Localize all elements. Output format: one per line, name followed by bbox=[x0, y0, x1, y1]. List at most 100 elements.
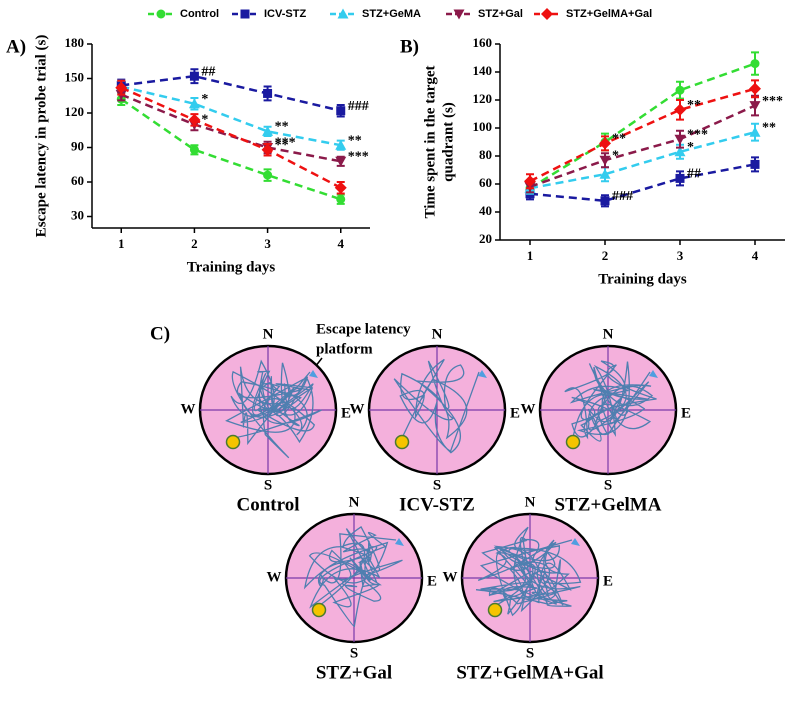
series-line bbox=[529, 87, 756, 183]
y-tick-label: 60 bbox=[479, 175, 492, 190]
compass-e: E bbox=[681, 405, 691, 421]
y-tick-label: 120 bbox=[473, 91, 493, 106]
marker bbox=[263, 170, 273, 180]
marker bbox=[524, 175, 536, 188]
y-axis-label: quadrant (s) bbox=[440, 102, 456, 182]
significance-label: ** bbox=[275, 120, 289, 135]
significance-label: ** bbox=[762, 120, 776, 135]
significance-label: *** bbox=[348, 150, 369, 165]
y-tick-label: 80 bbox=[479, 147, 492, 162]
marker bbox=[599, 168, 611, 179]
swim-path bbox=[393, 358, 480, 454]
compass-e: E bbox=[510, 405, 520, 421]
compass-w: W bbox=[350, 401, 365, 417]
y-tick-label: 90 bbox=[71, 138, 84, 153]
significance-label: ### bbox=[348, 99, 369, 114]
arrow-head bbox=[395, 538, 404, 546]
x-tick-label: 2 bbox=[602, 248, 609, 263]
significance-label: ** bbox=[612, 132, 626, 147]
y-tick-label: 30 bbox=[71, 207, 84, 222]
compass-e: E bbox=[427, 573, 437, 589]
y-tick-label: 40 bbox=[479, 203, 492, 218]
panel-label: C) bbox=[150, 323, 170, 344]
marker bbox=[675, 173, 685, 183]
significance-label: ** bbox=[275, 138, 289, 153]
pool-label: STZ+GelMA+Gal bbox=[456, 662, 603, 683]
swim-path bbox=[564, 360, 657, 442]
marker bbox=[749, 101, 761, 112]
series-line bbox=[120, 98, 342, 201]
significance-label: ** bbox=[348, 133, 362, 148]
compass-e: E bbox=[341, 405, 351, 421]
series-line bbox=[529, 62, 756, 190]
arrow-head bbox=[649, 370, 658, 378]
pool-label: Control bbox=[237, 494, 300, 515]
legend-marker bbox=[541, 8, 553, 20]
compass-w: W bbox=[181, 401, 196, 417]
marker bbox=[189, 71, 199, 81]
marker bbox=[335, 139, 347, 150]
marker bbox=[599, 137, 611, 150]
compass-w: W bbox=[521, 401, 536, 417]
platform bbox=[565, 434, 581, 450]
x-tick-label: 1 bbox=[118, 236, 125, 251]
compass-n: N bbox=[525, 494, 536, 510]
legend-label: STZ+GelMA+Gal bbox=[566, 8, 652, 20]
platform bbox=[311, 602, 327, 618]
marker bbox=[188, 113, 201, 126]
y-tick-label: 140 bbox=[473, 63, 493, 78]
x-tick-label: 2 bbox=[191, 236, 198, 251]
series-line bbox=[120, 86, 342, 189]
significance-label: * bbox=[612, 148, 619, 163]
series-line bbox=[121, 74, 342, 112]
y-tick-label: 160 bbox=[473, 35, 493, 50]
pool-label: ICV-STZ bbox=[399, 494, 475, 515]
x-tick-label: 4 bbox=[752, 248, 759, 263]
marker bbox=[263, 88, 273, 98]
compass-s: S bbox=[604, 477, 612, 493]
significance-label: ## bbox=[201, 64, 215, 79]
marker bbox=[600, 196, 610, 206]
series-line bbox=[529, 163, 756, 203]
significance-label: * bbox=[687, 140, 694, 155]
pool-label: STZ+Gal bbox=[316, 662, 392, 683]
marker bbox=[336, 194, 346, 204]
series-line bbox=[529, 130, 756, 190]
platform bbox=[225, 434, 241, 450]
arrow-head bbox=[309, 370, 318, 378]
compass-n: N bbox=[349, 494, 360, 510]
platform bbox=[487, 602, 503, 618]
x-tick-label: 3 bbox=[264, 236, 271, 251]
significance-label: *** bbox=[275, 136, 296, 151]
legend-marker bbox=[453, 9, 465, 20]
significance-label: *** bbox=[687, 127, 708, 142]
legend-marker bbox=[156, 9, 166, 19]
significance-label: * bbox=[201, 92, 208, 107]
legend-label: STZ+Gal bbox=[478, 8, 523, 20]
y-tick-label: 120 bbox=[65, 104, 85, 119]
significance-label: * bbox=[201, 113, 208, 128]
x-tick-label: 1 bbox=[527, 248, 534, 263]
x-axis-label: Training days bbox=[598, 271, 687, 287]
y-axis-label: Escape latency in probe trial (s) bbox=[33, 35, 49, 238]
y-tick-label: 20 bbox=[479, 231, 492, 246]
legend-label: Control bbox=[180, 8, 219, 20]
marker bbox=[261, 143, 274, 156]
marker bbox=[749, 82, 761, 95]
marker bbox=[336, 106, 346, 116]
marker bbox=[262, 125, 274, 136]
arrow-head bbox=[571, 538, 580, 546]
compass-w: W bbox=[267, 569, 282, 585]
marker bbox=[750, 159, 760, 169]
significance-label: ## bbox=[687, 167, 701, 182]
callout: Escape latency bbox=[316, 321, 411, 337]
significance-label: ** bbox=[687, 98, 701, 113]
panel-label: B) bbox=[400, 36, 419, 57]
compass-n: N bbox=[432, 326, 443, 342]
marker bbox=[674, 146, 686, 157]
marker bbox=[335, 156, 347, 167]
y-tick-label: 180 bbox=[65, 35, 85, 50]
swim-path bbox=[225, 359, 322, 459]
x-tick-label: 4 bbox=[337, 236, 344, 251]
